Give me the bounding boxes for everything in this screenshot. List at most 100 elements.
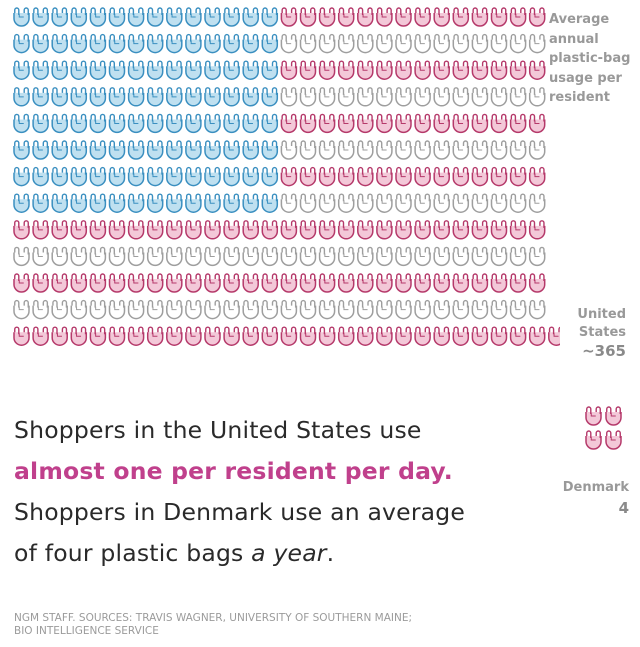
- plastic-bag-icon: [166, 299, 183, 320]
- plastic-bag-icon: [204, 220, 221, 240]
- plastic-bag-icon: [261, 326, 279, 346]
- plastic-bag-icon: [299, 7, 317, 27]
- plastic-bag-icon: [146, 60, 164, 80]
- plastic-bag-icon: [32, 326, 49, 346]
- plastic-bag-icon: [318, 326, 336, 346]
- plastic-bag-icon: [166, 7, 183, 27]
- plastic-bag-icon: [337, 140, 355, 160]
- plastic-bag-icon: [185, 87, 202, 107]
- plastic-bag-icon: [127, 33, 145, 54]
- plastic-bag-icon: [528, 140, 546, 160]
- plastic-bag-icon: [509, 33, 527, 54]
- plastic-bag-icon: [452, 326, 470, 346]
- plastic-bag-icon: [261, 33, 279, 54]
- plastic-bag-icon: [185, 33, 202, 54]
- plastic-bag-icon: [395, 220, 412, 240]
- plastic-bag-icon: [433, 87, 450, 107]
- plastic-bag-icon: [528, 193, 546, 213]
- plastic-bag-icon: [318, 193, 336, 213]
- plastic-bag-icon: [337, 299, 355, 320]
- plastic-bag-icon: [166, 193, 183, 213]
- headline-line-1: Shoppers in the United States use: [14, 416, 422, 444]
- legend-label: Average annual plastic-bag usage per res…: [549, 12, 631, 105]
- plastic-bag-icon: [32, 299, 49, 320]
- headline-line-4-end: .: [326, 539, 335, 567]
- plastic-bag-icon: [318, 246, 336, 267]
- plastic-bag-icon: [223, 166, 240, 187]
- plastic-bag-icon: [280, 166, 298, 187]
- us-bag-flag: [13, 7, 560, 346]
- plastic-bag-icon: [337, 166, 355, 187]
- plastic-bag-icon: [261, 299, 279, 320]
- plastic-bag-icon: [261, 140, 279, 160]
- plastic-bag-icon: [318, 140, 336, 160]
- plastic-bag-icon: [108, 113, 126, 134]
- plastic-bag-icon: [89, 299, 107, 320]
- plastic-bag-icon: [376, 140, 393, 160]
- plastic-bag-icon: [452, 60, 470, 80]
- plastic-bag-icon: [299, 33, 317, 54]
- plastic-bag-icon: [166, 60, 183, 80]
- plastic-bag-icon: [528, 87, 546, 107]
- plastic-bag-icon: [32, 220, 49, 240]
- plastic-bag-icon: [185, 326, 202, 346]
- plastic-bag-icon: [13, 7, 30, 27]
- plastic-bag-icon: [108, 273, 126, 293]
- plastic-bag-icon: [280, 7, 298, 27]
- plastic-bag-icon: [318, 273, 336, 293]
- plastic-bag-icon: [185, 299, 202, 320]
- plastic-bag-icon: [146, 33, 164, 54]
- plastic-bag-icon: [146, 7, 164, 27]
- plastic-bag-icon: [13, 193, 30, 213]
- plastic-bag-icon: [318, 60, 336, 80]
- plastic-bag-icon: [70, 166, 88, 187]
- plastic-bag-icon: [395, 113, 412, 134]
- plastic-bag-icon: [357, 7, 374, 27]
- plastic-bag-icon: [127, 220, 145, 240]
- plastic-bag-icon: [395, 273, 412, 293]
- plastic-bag-icon: [433, 220, 450, 240]
- plastic-bag-icon: [70, 246, 88, 267]
- plastic-bag-icon: [185, 273, 202, 293]
- plastic-bag-icon: [127, 60, 145, 80]
- plastic-bag-icon: [127, 299, 145, 320]
- plastic-bag-icon: [318, 87, 336, 107]
- plastic-bag-icon: [299, 87, 317, 107]
- plastic-bag-icon: [51, 193, 68, 213]
- plastic-bag-icon: [223, 7, 240, 27]
- plastic-bag-icon: [89, 246, 107, 267]
- plastic-bag-icon: [166, 166, 183, 187]
- plastic-bag-icon: [108, 220, 126, 240]
- plastic-bag-icon: [337, 7, 355, 27]
- plastic-bag-icon: [414, 140, 431, 160]
- plastic-bag-icon: [299, 299, 317, 320]
- plastic-bag-icon: [261, 220, 279, 240]
- plastic-bag-icon: [204, 166, 221, 187]
- headline-line-3: Shoppers in Denmark use an average: [14, 498, 466, 526]
- plastic-bag-icon: [395, 299, 412, 320]
- plastic-bag-icon: [13, 273, 30, 293]
- plastic-bag-icon: [509, 193, 527, 213]
- headline-highlight: almost one per resident per day.: [14, 457, 453, 485]
- plastic-bag-icon: [146, 193, 164, 213]
- plastic-bag-icon: [51, 220, 68, 240]
- plastic-bag-icon: [51, 33, 68, 54]
- plastic-bag-icon: [242, 246, 259, 267]
- plastic-bag-icon: [357, 60, 374, 80]
- plastic-bag-icon: [585, 406, 602, 426]
- plastic-bag-icon: [318, 299, 336, 320]
- plastic-bag-icon: [376, 33, 393, 54]
- plastic-bag-icon: [166, 113, 183, 134]
- plastic-bag-icon: [223, 113, 240, 134]
- plastic-bag-icon: [185, 166, 202, 187]
- plastic-bag-icon: [242, 166, 259, 187]
- plastic-bag-icon: [357, 273, 374, 293]
- plastic-bag-icon: [108, 193, 126, 213]
- plastic-bag-icon: [357, 140, 374, 160]
- plastic-bag-icon: [337, 220, 355, 240]
- plastic-bag-icon: [452, 273, 470, 293]
- plastic-bag-icon: [242, 193, 259, 213]
- plastic-bag-icon: [242, 113, 259, 134]
- plastic-bag-icon: [185, 220, 202, 240]
- plastic-bag-icon: [204, 60, 221, 80]
